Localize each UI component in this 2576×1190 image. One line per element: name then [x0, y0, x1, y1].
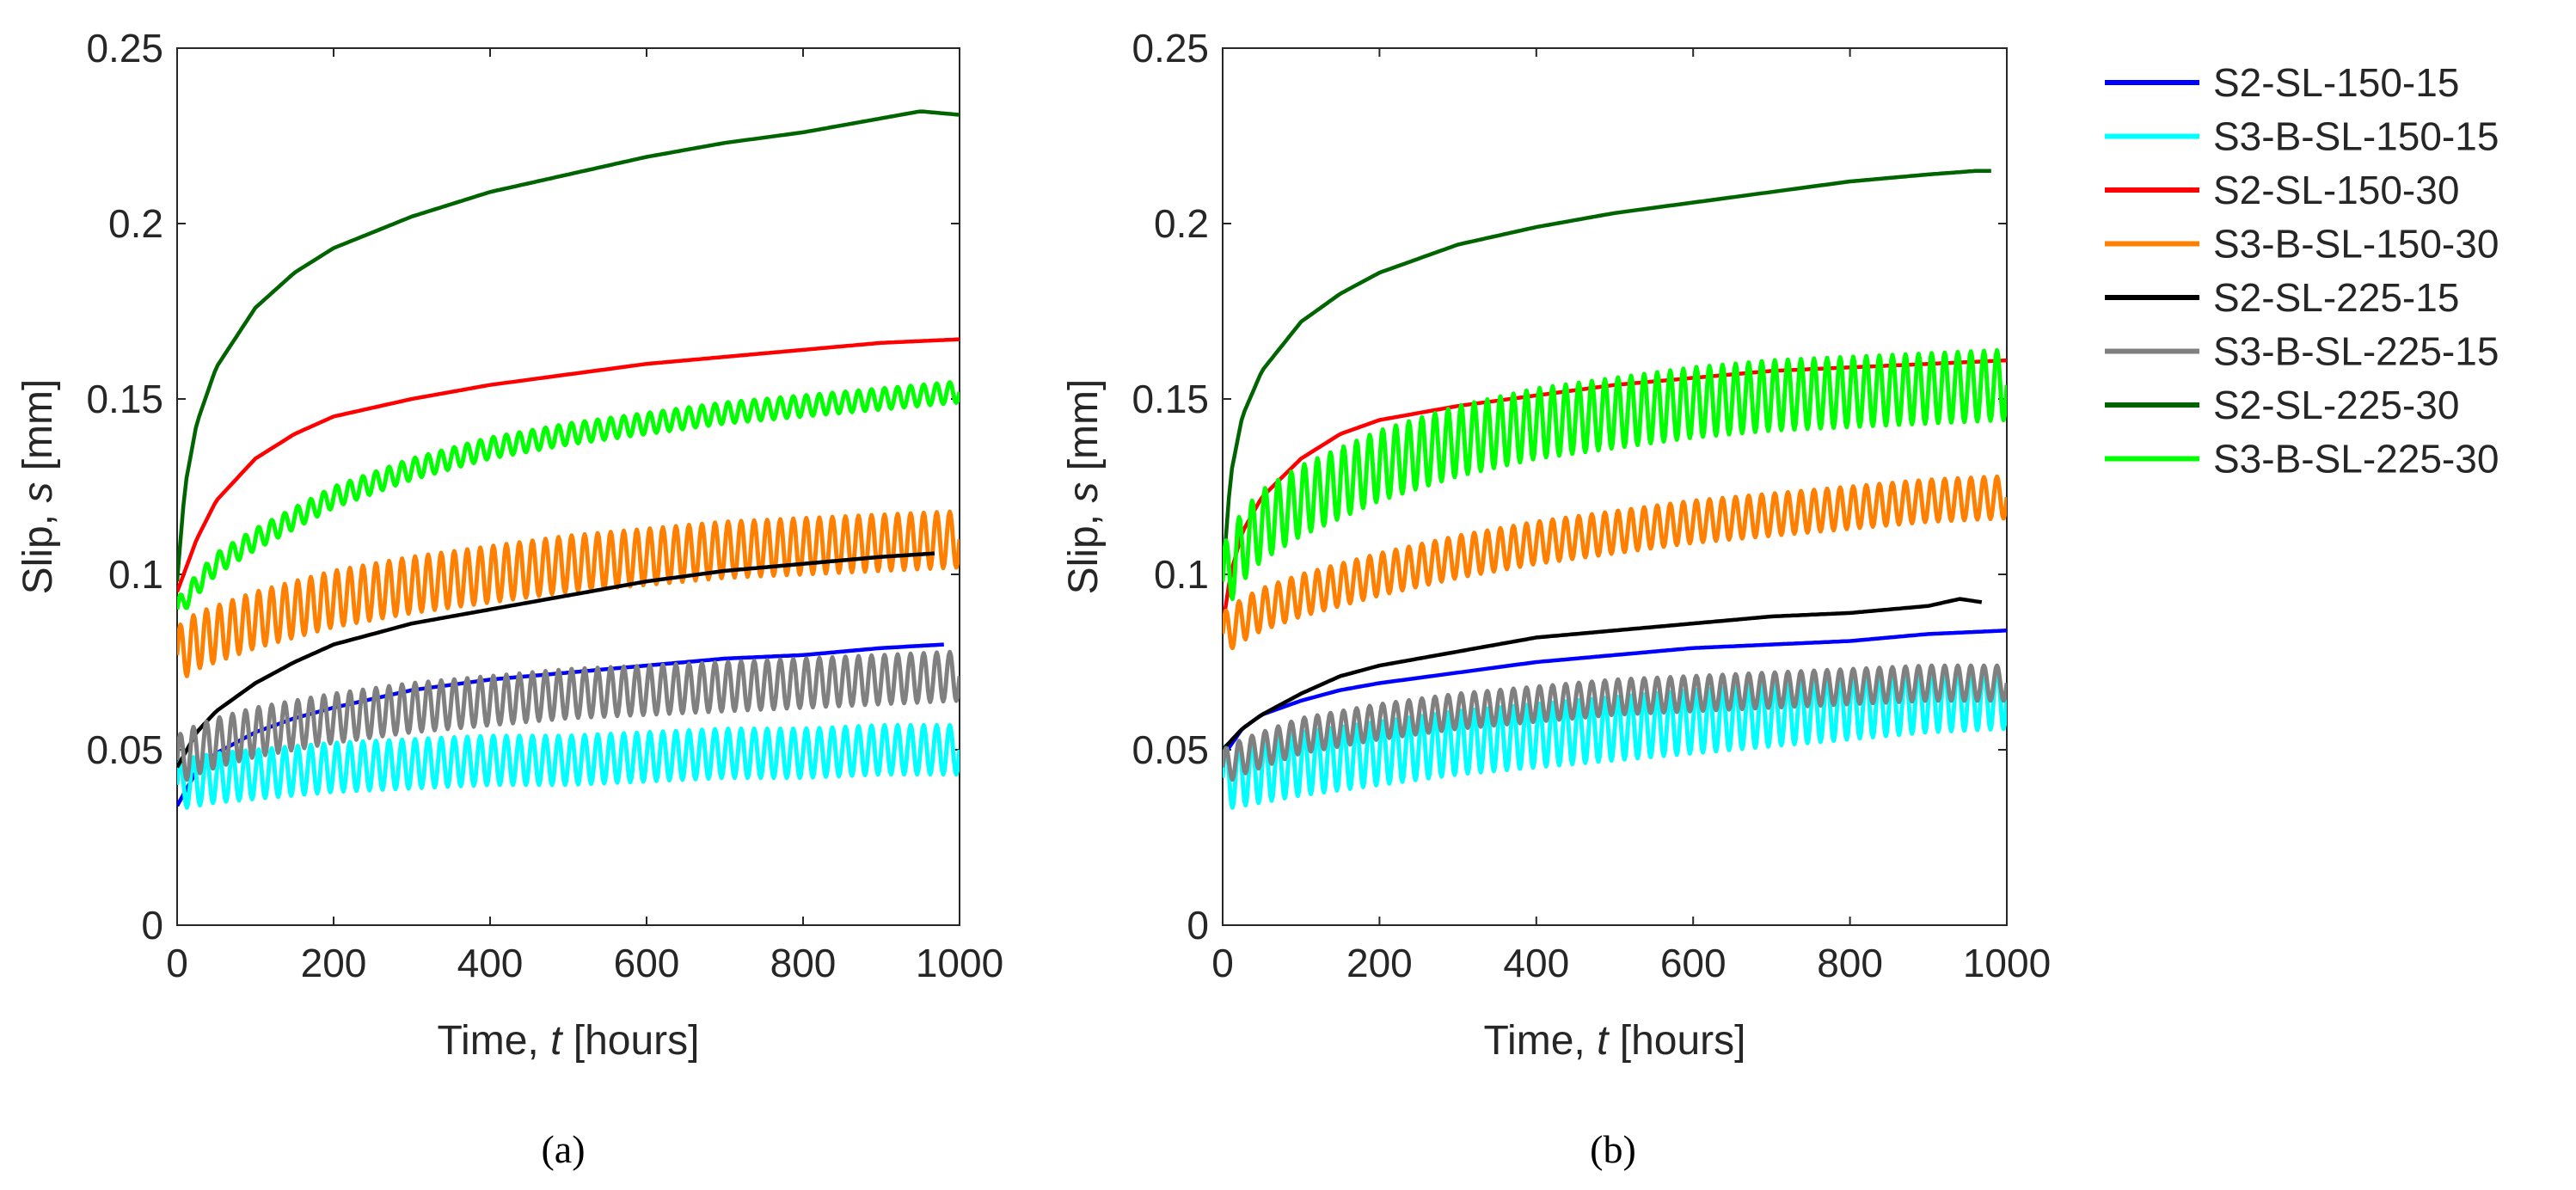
x-axis-label: Time, t [hours]	[438, 1018, 700, 1064]
series-line-s3-b-sl-150-30	[1223, 474, 2007, 651]
chart-panel-a: 0 200 400 600 800 1000 0 0.05 0.1 0.15 0.2 0.25 Tim…	[15, 26, 1003, 1171]
series-line-s3-b-sl-225-30	[177, 380, 960, 610]
series-line-s3-b-sl-225-15	[177, 649, 960, 782]
series-line-s2-sl-225-30	[177, 109, 960, 582]
series-line-s2-sl-225-15	[1223, 597, 1983, 751]
x-tick-label: 800	[1817, 941, 1883, 985]
legend: S2-SL-150-15 S3-B-SL-150-15 S2-SL-150-30 S3…	[2105, 60, 2499, 482]
y-tick-label: 0.1	[108, 552, 163, 597]
series-line-s3-b-sl-150-30	[177, 509, 960, 678]
series-line-s2-sl-150-15	[1223, 629, 2007, 758]
plot-frame	[176, 47, 960, 926]
series-line-s2-sl-225-30	[1223, 169, 1991, 582]
y-tick-label: 0	[141, 903, 163, 948]
x-tick-label: 1000	[916, 941, 1003, 985]
y-tick-label: 0.2	[1154, 201, 1209, 246]
x-tick-label: 1000	[1963, 941, 2051, 985]
series-line-s3-b-sl-225-30	[1223, 347, 2007, 602]
y-tick-label: 0.1	[1154, 552, 1209, 597]
x-tick-label: 0	[166, 941, 188, 985]
series-line-s2-sl-150-30	[177, 337, 960, 593]
y-tick-label: 0.25	[86, 26, 163, 71]
y-tick-label: 0.05	[1132, 727, 1209, 772]
legend-label-s3-b-sl-225-30: S3-B-SL-225-30	[2213, 437, 2499, 482]
y-axis-label: Slip, s [mm]	[15, 379, 61, 595]
plot-frame	[1222, 47, 2008, 926]
legend-label-s3-b-sl-225-15: S3-B-SL-225-15	[2213, 329, 2499, 374]
series-line-s3-b-sl-225-15	[1223, 663, 2007, 782]
legend-label-s3-b-sl-150-30: S3-B-SL-150-30	[2213, 222, 2499, 267]
x-tick-label: 600	[1660, 941, 1727, 985]
y-axis-label: Slip, s [mm]	[1061, 379, 1107, 595]
x-tick-label: 400	[1503, 941, 1569, 985]
series-group	[1223, 169, 2007, 810]
legend-label-s2-sl-150-30: S2-SL-150-30	[2213, 168, 2459, 212]
ticks: 0 200 400 600 800 1000 0 0.05 0.1 0.15 0.2 0.25	[1132, 26, 2051, 985]
series-line-s3-b-sl-150-15	[177, 722, 960, 810]
legend-label-s2-sl-150-15: S2-SL-150-15	[2213, 60, 2459, 105]
series-line-s2-sl-225-15	[177, 551, 935, 769]
legend-label-s3-b-sl-150-15: S3-B-SL-150-15	[2213, 114, 2499, 159]
legend-label-s2-sl-225-15: S2-SL-225-15	[2213, 275, 2459, 320]
series-group	[177, 109, 960, 810]
x-axis-label: Time, t [hours]	[1484, 1018, 1746, 1064]
y-tick-label: 0.25	[1132, 26, 1209, 71]
x-tick-label: 200	[1346, 941, 1413, 985]
chart-panel-b: 0 200 400 600 800 1000 0 0.05 0.1 0.15 0.2 0.25 Tim…	[1061, 26, 2051, 1171]
legend-label-s2-sl-225-30: S2-SL-225-30	[2213, 383, 2459, 427]
y-tick-label: 0.15	[86, 377, 163, 421]
x-tick-label: 0	[1211, 941, 1234, 985]
series-line-s3-b-sl-150-15	[1223, 664, 2007, 810]
ticks: 0 200 400 600 800 1000 0 0.05 0.1 0.15 0.2 0.25	[86, 26, 1003, 985]
y-tick-label: 0.15	[1132, 377, 1209, 421]
y-tick-label: 0.2	[108, 201, 163, 246]
x-tick-label: 200	[301, 941, 367, 985]
x-tick-label: 400	[457, 941, 524, 985]
panel-caption: (b)	[1590, 1127, 1636, 1171]
panel-caption: (a)	[541, 1127, 585, 1171]
y-tick-label: 0.05	[86, 727, 163, 772]
x-tick-label: 800	[770, 941, 837, 985]
y-tick-label: 0	[1187, 903, 1209, 948]
x-tick-label: 600	[614, 941, 680, 985]
